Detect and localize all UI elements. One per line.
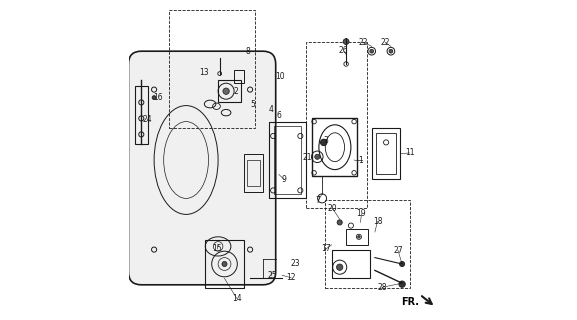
Bar xyxy=(372,128,400,179)
Circle shape xyxy=(399,281,405,287)
Bar xyxy=(247,160,260,186)
FancyBboxPatch shape xyxy=(129,51,276,285)
Bar xyxy=(306,42,367,208)
Bar xyxy=(135,86,148,144)
Text: 5: 5 xyxy=(250,100,255,109)
Bar xyxy=(243,154,263,192)
Text: 21: 21 xyxy=(302,153,312,162)
Circle shape xyxy=(389,49,393,53)
Text: 12: 12 xyxy=(286,273,296,282)
Bar xyxy=(274,126,301,194)
Circle shape xyxy=(222,261,227,267)
Text: 25: 25 xyxy=(267,271,277,280)
Bar xyxy=(313,118,357,176)
Text: 2: 2 xyxy=(233,87,238,96)
Text: 4: 4 xyxy=(268,105,273,114)
Bar xyxy=(325,200,410,288)
Circle shape xyxy=(336,264,343,270)
Circle shape xyxy=(337,220,342,225)
Text: 13: 13 xyxy=(200,68,209,77)
Circle shape xyxy=(370,49,374,53)
Bar xyxy=(332,250,370,278)
Circle shape xyxy=(358,236,360,238)
Text: 15: 15 xyxy=(213,244,222,253)
Bar xyxy=(218,80,241,102)
Text: FR.: FR. xyxy=(401,297,419,308)
Circle shape xyxy=(314,154,320,159)
Bar xyxy=(168,10,255,128)
Circle shape xyxy=(320,139,327,146)
Text: 20: 20 xyxy=(328,204,338,213)
Text: 19: 19 xyxy=(357,209,366,218)
Text: 23: 23 xyxy=(291,259,301,268)
Text: 28: 28 xyxy=(377,283,387,292)
Text: 17: 17 xyxy=(321,244,331,253)
Circle shape xyxy=(223,88,229,94)
Text: 9: 9 xyxy=(281,175,286,184)
Text: 6: 6 xyxy=(276,111,282,120)
Text: 16: 16 xyxy=(153,93,163,102)
Bar xyxy=(234,70,243,83)
Text: 1: 1 xyxy=(358,156,363,165)
Text: 11: 11 xyxy=(404,148,414,157)
Circle shape xyxy=(152,96,156,100)
Text: 8: 8 xyxy=(245,47,250,56)
Circle shape xyxy=(343,39,349,44)
Text: 10: 10 xyxy=(276,72,285,81)
Text: 24: 24 xyxy=(143,115,152,124)
Bar xyxy=(205,240,243,288)
Text: 14: 14 xyxy=(232,294,241,303)
Text: 27: 27 xyxy=(393,246,403,255)
Text: 3: 3 xyxy=(324,136,328,145)
Bar xyxy=(346,229,369,245)
Bar xyxy=(377,133,396,174)
Bar xyxy=(269,122,306,198)
Text: 22: 22 xyxy=(359,38,369,47)
Text: 7: 7 xyxy=(316,196,320,205)
Circle shape xyxy=(399,261,404,267)
Text: 26: 26 xyxy=(339,46,349,55)
Text: 22: 22 xyxy=(380,38,390,47)
Text: 18: 18 xyxy=(373,217,382,226)
